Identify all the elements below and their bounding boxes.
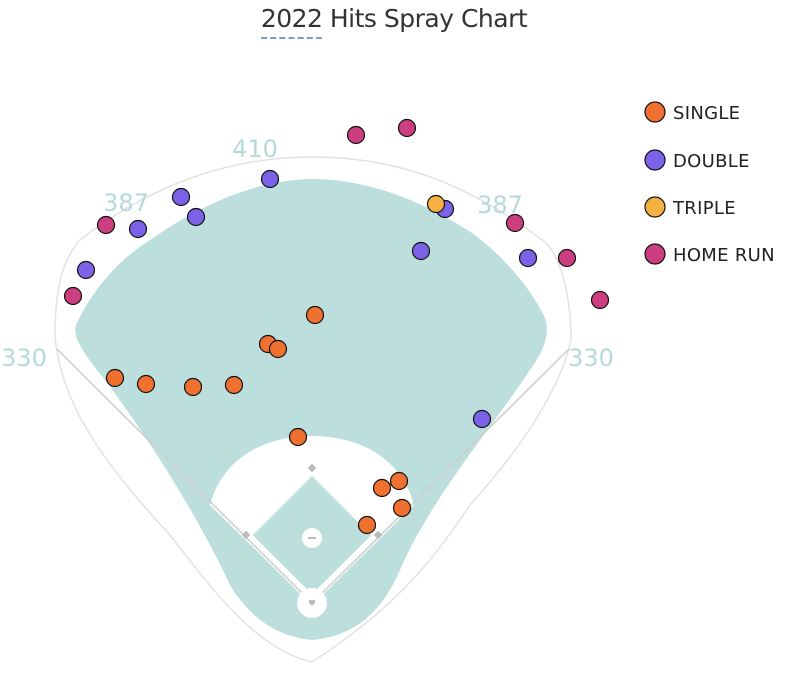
hit-marker-home-run[interactable] (397, 118, 417, 138)
hit-marker-double[interactable] (411, 241, 431, 261)
hit-marker-home-run[interactable] (63, 286, 83, 306)
legend-swatch-single (644, 101, 666, 123)
hit-marker-home-run[interactable] (96, 215, 116, 235)
home-plate (309, 600, 315, 606)
hit-marker-single[interactable] (183, 377, 203, 397)
right-foul-line (311, 348, 570, 604)
legend-label-home-run: HOME RUN (673, 245, 775, 266)
second-base (307, 463, 317, 473)
legend-swatch-double (644, 149, 666, 171)
hit-marker-double[interactable] (518, 248, 538, 268)
hit-marker-single[interactable] (392, 498, 412, 518)
legend-swatch-triple (644, 196, 666, 218)
hit-marker-double[interactable] (128, 219, 148, 239)
first-base (373, 530, 383, 540)
hit-marker-single[interactable] (136, 374, 156, 394)
hit-marker-double[interactable] (171, 187, 191, 207)
legend-label-single: SINGLE (673, 103, 740, 124)
hit-marker-home-run[interactable] (505, 213, 525, 233)
distance-label-left: 330 (1, 344, 47, 372)
hit-marker-double[interactable] (186, 207, 206, 227)
hit-marker-home-run[interactable] (346, 125, 366, 145)
hit-marker-single[interactable] (372, 478, 392, 498)
pitchers-rubber (308, 537, 316, 539)
hit-marker-double[interactable] (260, 169, 280, 189)
legend-swatch-home-run (644, 243, 666, 265)
hit-marker-single[interactable] (305, 305, 325, 325)
hit-marker-home-run[interactable] (590, 290, 610, 310)
outfield-grass (75, 179, 547, 640)
distance-label-center: 410 (232, 135, 278, 163)
legend: SINGLE DOUBLE TRIPLE HOME RUN (644, 101, 775, 266)
hit-marker-single[interactable] (288, 427, 308, 447)
hit-marker-triple[interactable] (426, 194, 446, 214)
hit-marker-home-run[interactable] (557, 248, 577, 268)
left-foul-line (56, 348, 313, 604)
legend-label-triple: TRIPLE (672, 198, 736, 219)
hits-layer (63, 118, 610, 535)
hit-marker-double[interactable] (76, 260, 96, 280)
hit-marker-single[interactable] (105, 368, 125, 388)
distance-label-left-center: 387 (103, 189, 149, 217)
chart-title: 2022 Hits Spray Chart (0, 4, 788, 39)
hit-marker-single[interactable] (224, 375, 244, 395)
hit-marker-single[interactable] (357, 515, 377, 535)
hit-marker-single[interactable] (389, 471, 409, 491)
hit-marker-double[interactable] (472, 409, 492, 429)
title-text: Hits Spray Chart (322, 4, 528, 33)
title-year[interactable]: 2022 (260, 4, 323, 39)
distance-label-right: 330 (568, 344, 614, 372)
hit-marker-single[interactable] (268, 339, 288, 359)
legend-label-double: DOUBLE (673, 151, 750, 172)
